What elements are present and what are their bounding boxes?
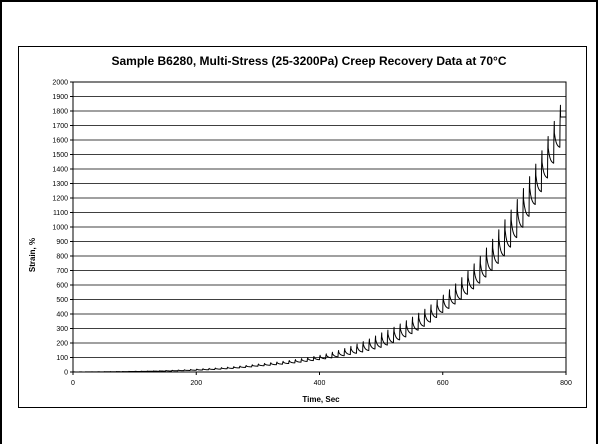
y-tick-label: 1700 bbox=[52, 123, 68, 130]
x-axis-label: Time, Sec bbox=[302, 395, 340, 404]
tick-labels: 0 100 200 300 400 500 600 700 800 900 1000 1100 1200… bbox=[52, 80, 572, 388]
series-line-0 bbox=[72, 104, 566, 373]
gridlines bbox=[70, 81, 567, 375]
y-tick-label: 100 bbox=[56, 355, 68, 362]
x-tick-label: 600 bbox=[437, 380, 449, 387]
chart-title: Sample B6280, Multi-Stress (25-3200Pa) C… bbox=[112, 54, 507, 68]
y-tick-label: 1000 bbox=[52, 225, 68, 232]
y-tick-label: 1600 bbox=[52, 138, 68, 145]
x-tick-label: 800 bbox=[560, 380, 572, 387]
y-tick-label: 700 bbox=[56, 268, 68, 275]
y-tick-label: 1200 bbox=[52, 196, 68, 203]
y-tick-label: 400 bbox=[56, 312, 68, 319]
y-tick-label: 1900 bbox=[52, 94, 68, 101]
x-tick-label: 0 bbox=[71, 380, 75, 387]
y-tick-label: 800 bbox=[56, 254, 68, 261]
y-tick-label: 1800 bbox=[52, 109, 68, 116]
y-tick-label: 200 bbox=[56, 341, 68, 348]
x-tick-label: 400 bbox=[314, 380, 326, 387]
y-tick-label: 2000 bbox=[52, 80, 68, 87]
x-tick-label: 200 bbox=[190, 380, 202, 387]
y-tick-label: 500 bbox=[56, 297, 68, 304]
y-tick-label: 600 bbox=[56, 283, 68, 290]
y-tick-label: 1400 bbox=[52, 167, 68, 174]
y-tick-label: 900 bbox=[56, 239, 68, 246]
y-tick-label: 0 bbox=[64, 370, 68, 377]
chart-area: Sample B6280, Multi-Stress (25-3200Pa) C… bbox=[18, 46, 587, 408]
creep-recovery-chart: Sample B6280, Multi-Stress (25-3200Pa) C… bbox=[28, 54, 572, 404]
y-tick-label: 300 bbox=[56, 326, 68, 333]
y-tick-label: 1100 bbox=[53, 210, 68, 217]
y-tick-label: 1500 bbox=[52, 152, 68, 159]
data-series bbox=[72, 104, 566, 373]
plot-border bbox=[72, 81, 567, 373]
y-tick-label: 1300 bbox=[52, 181, 68, 188]
y-axis-label: Strain, % bbox=[28, 238, 37, 272]
